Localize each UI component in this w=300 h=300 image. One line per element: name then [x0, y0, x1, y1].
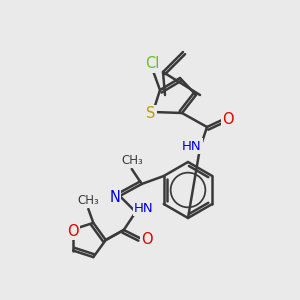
Text: S: S: [146, 106, 156, 122]
Text: HN: HN: [182, 140, 202, 152]
Text: HN: HN: [134, 202, 154, 214]
Text: O: O: [141, 232, 153, 247]
Text: N: N: [109, 190, 120, 206]
Text: Cl: Cl: [145, 56, 159, 71]
Text: CH₃: CH₃: [121, 154, 142, 167]
Text: O: O: [68, 224, 79, 239]
Text: O: O: [222, 112, 234, 128]
Text: CH₃: CH₃: [77, 194, 99, 207]
